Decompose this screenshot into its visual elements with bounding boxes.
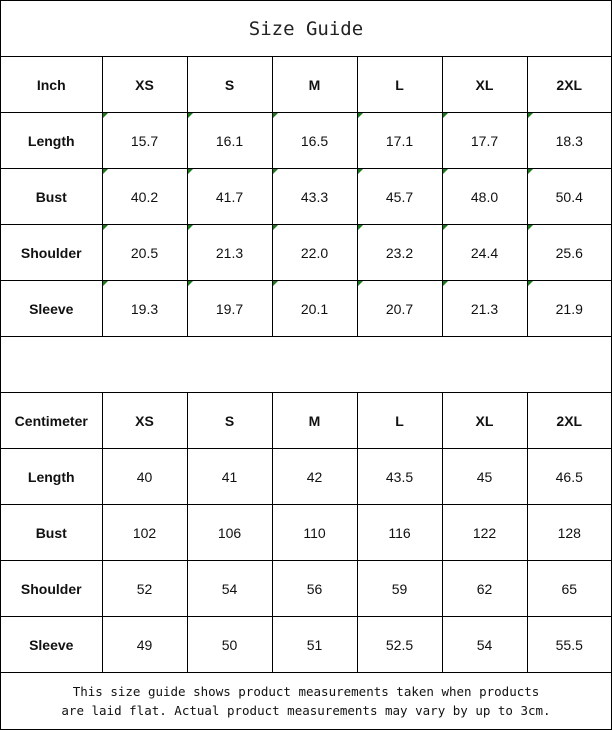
- header-cell: Centimeter: [1, 393, 103, 449]
- header-cell: XS: [101, 57, 188, 113]
- row-label: Bust: [1, 168, 103, 225]
- value-cell: 50: [186, 616, 273, 673]
- table-row: Length 15.7 16.1 16.5 17.1 17.7 18.3: [1, 112, 611, 169]
- value-cell: 17.1: [356, 112, 443, 169]
- header-cell: XL: [441, 393, 528, 449]
- value-cell: 20.7: [356, 280, 443, 337]
- value-cell: 21.9: [526, 280, 611, 337]
- value-cell: 21.3: [186, 224, 273, 281]
- value-cell: 65: [526, 560, 611, 617]
- value-cell: 110: [271, 504, 358, 561]
- page-title: Size Guide: [1, 1, 611, 57]
- value-cell: 116: [356, 504, 443, 561]
- row-label: Sleeve: [1, 616, 103, 673]
- row-label: Shoulder: [1, 224, 103, 281]
- header-cell: 2XL: [526, 57, 611, 113]
- value-cell: 24.4: [441, 224, 528, 281]
- measurement-note: This size guide shows product measuremen…: [1, 673, 611, 728]
- header-cell: M: [271, 393, 358, 449]
- header-cell: L: [356, 393, 443, 449]
- row-label: Bust: [1, 504, 103, 561]
- header-cell: XS: [101, 393, 188, 449]
- value-cell: 43.3: [271, 168, 358, 225]
- value-cell: 54: [441, 616, 528, 673]
- value-cell: 45: [441, 448, 528, 505]
- value-cell: 56: [271, 560, 358, 617]
- value-cell: 40: [101, 448, 188, 505]
- table-row: Bust 40.2 41.7 43.3 45.7 48.0 50.4: [1, 168, 611, 225]
- value-cell: 50.4: [526, 168, 611, 225]
- value-cell: 20.5: [101, 224, 188, 281]
- value-cell: 25.6: [526, 224, 611, 281]
- value-cell: 128: [526, 504, 611, 561]
- value-cell: 22.0: [271, 224, 358, 281]
- value-cell: 55.5: [526, 616, 611, 673]
- value-cell: 40.2: [101, 168, 188, 225]
- value-cell: 19.7: [186, 280, 273, 337]
- header-cell: Inch: [1, 57, 103, 113]
- header-cell: M: [271, 57, 358, 113]
- value-cell: 51: [271, 616, 358, 673]
- value-cell: 49: [101, 616, 188, 673]
- centimeter-table: Centimeter XS S M L XL 2XL Length 40 41 42 43.5 45 46…: [1, 393, 611, 673]
- value-cell: 23.2: [356, 224, 443, 281]
- table-spacer: [1, 337, 611, 393]
- value-cell: 21.3: [441, 280, 528, 337]
- header-cell: L: [356, 57, 443, 113]
- note-line-1: This size guide shows product measuremen…: [72, 683, 540, 699]
- header-row: Inch XS S M L XL 2XL: [1, 57, 611, 113]
- table-row: Bust 102 106 110 116 122 128: [1, 504, 611, 561]
- table-row: Sleeve 49 50 51 52.5 54 55.5: [1, 616, 611, 673]
- value-cell: 18.3: [526, 112, 611, 169]
- row-label: Shoulder: [1, 560, 103, 617]
- value-cell: 42: [271, 448, 358, 505]
- table-row: Length 40 41 42 43.5 45 46.5: [1, 448, 611, 505]
- value-cell: 122: [441, 504, 528, 561]
- row-label: Length: [1, 112, 103, 169]
- value-cell: 62: [441, 560, 528, 617]
- value-cell: 19.3: [101, 280, 188, 337]
- table-row: Shoulder 20.5 21.3 22.0 23.2 24.4 25.6: [1, 224, 611, 281]
- header-row: Centimeter XS S M L XL 2XL: [1, 393, 611, 449]
- value-cell: 48.0: [441, 168, 528, 225]
- table-row: Shoulder 52 54 56 59 62 65: [1, 560, 611, 617]
- header-cell: S: [186, 57, 273, 113]
- value-cell: 52: [101, 560, 188, 617]
- value-cell: 59: [356, 560, 443, 617]
- note-line-2: are laid flat. Actual product measuremen…: [61, 702, 551, 718]
- value-cell: 17.7: [441, 112, 528, 169]
- value-cell: 16.1: [186, 112, 273, 169]
- inch-table: Inch XS S M L XL 2XL Length 15.7 16.1 16.5 17.1 17.7…: [1, 57, 611, 337]
- value-cell: 45.7: [356, 168, 443, 225]
- value-cell: 106: [186, 504, 273, 561]
- table-row: Sleeve 19.3 19.7 20.1 20.7 21.3 21.9: [1, 280, 611, 337]
- row-label: Sleeve: [1, 280, 103, 337]
- value-cell: 15.7: [101, 112, 188, 169]
- value-cell: 20.1: [271, 280, 358, 337]
- value-cell: 43.5: [356, 448, 443, 505]
- value-cell: 46.5: [526, 448, 611, 505]
- row-label: Length: [1, 448, 103, 505]
- header-cell: XL: [441, 57, 528, 113]
- value-cell: 41.7: [186, 168, 273, 225]
- value-cell: 16.5: [271, 112, 358, 169]
- value-cell: 102: [101, 504, 188, 561]
- header-cell: S: [186, 393, 273, 449]
- value-cell: 52.5: [356, 616, 443, 673]
- header-cell: 2XL: [526, 393, 611, 449]
- value-cell: 41: [186, 448, 273, 505]
- value-cell: 54: [186, 560, 273, 617]
